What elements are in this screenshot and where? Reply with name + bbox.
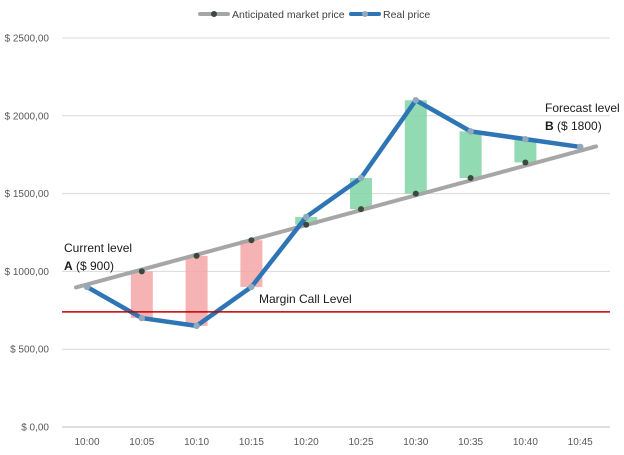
forecast-level-price: ($ 1800)	[554, 119, 602, 133]
forecast-level-letter: B	[545, 119, 554, 133]
current-level-value: A ($ 900)	[64, 259, 114, 273]
y-tick-label: $ 2500,00	[5, 34, 50, 45]
x-tick-label: 10:35	[458, 437, 483, 448]
real-price-marker	[193, 322, 200, 330]
anticipated-price-line	[74, 144, 598, 290]
legend-real-marker	[362, 11, 368, 17]
y-tick-label: $ 1000,00	[5, 267, 50, 278]
anticipated-price-marker	[193, 252, 200, 259]
real-price-marker	[248, 283, 255, 291]
y-axis: $ 0,00 $ 500,00 $ 1000,00 $ 1500,00 $ 2000,0…	[5, 34, 50, 434]
x-tick-label: 10:20	[294, 437, 319, 448]
gridlines	[62, 37, 610, 428]
y-tick-label: $ 500,00	[10, 345, 49, 356]
margin-call: Margin Call Level	[62, 292, 610, 313]
series-lines	[74, 97, 598, 330]
x-tick-label: 10:30	[403, 437, 428, 448]
anticipated-price-marker	[138, 268, 145, 275]
anticipated-price-marker	[358, 206, 364, 213]
legend: Anticipated market price Real price	[198, 9, 430, 21]
real-price-line	[84, 97, 583, 329]
loss-bar	[185, 255, 208, 326]
anticipated-price-marker	[412, 190, 419, 197]
loss-bar	[240, 240, 263, 287]
difference-bars	[130, 100, 537, 326]
real-price-marker	[138, 314, 145, 322]
x-tick-label: 10:05	[129, 437, 154, 448]
gain-bar	[404, 100, 427, 194]
anticipated-price-marker	[522, 159, 529, 166]
current-level-price: ($ 900)	[73, 259, 114, 273]
x-tick-label: 10:45	[568, 437, 593, 448]
y-tick-label: $ 2000,00	[5, 111, 50, 122]
x-tick-label: 10:25	[348, 437, 373, 448]
loss-bar	[130, 271, 153, 319]
margin-call-label: Margin Call Level	[259, 292, 352, 306]
x-tick-label: 10:10	[184, 437, 209, 448]
x-axis: 10:00 10:05 10:10 10:15 10:20 10:25 10:30 10:35…	[74, 437, 593, 448]
y-tick-label: $ 0,00	[21, 423, 49, 434]
gain-bar	[459, 131, 482, 179]
real-price-marker	[83, 283, 91, 291]
anticipated-price-marker	[248, 237, 255, 244]
real-price-marker	[577, 143, 584, 151]
x-tick-label: 10:00	[74, 437, 99, 448]
x-tick-label: 10:40	[513, 437, 538, 448]
anticipated-price-marker	[303, 221, 310, 228]
anticipated-price-marker	[467, 175, 474, 182]
current-level-label: Current level	[64, 241, 132, 255]
real-price-marker	[522, 135, 529, 143]
x-tick-label: 10:15	[239, 437, 264, 448]
forecast-level-value: B ($ 1800)	[545, 119, 602, 133]
current-level-letter: A	[64, 259, 73, 273]
gain-bar	[514, 139, 537, 163]
y-tick-label: $ 1500,00	[5, 189, 50, 200]
forecast-level-label: Forecast level	[545, 101, 620, 115]
gain-bar	[350, 178, 372, 210]
legend-anticipated-label: Anticipated market price	[232, 9, 345, 21]
real-price-marker	[357, 174, 365, 182]
legend-real-label: Real price	[383, 9, 430, 21]
real-price-marker	[467, 128, 474, 135]
legend-anticipated-marker	[211, 11, 217, 17]
real-price-marker	[303, 213, 310, 221]
gain-bar	[295, 216, 318, 225]
real-price-marker	[412, 97, 419, 104]
